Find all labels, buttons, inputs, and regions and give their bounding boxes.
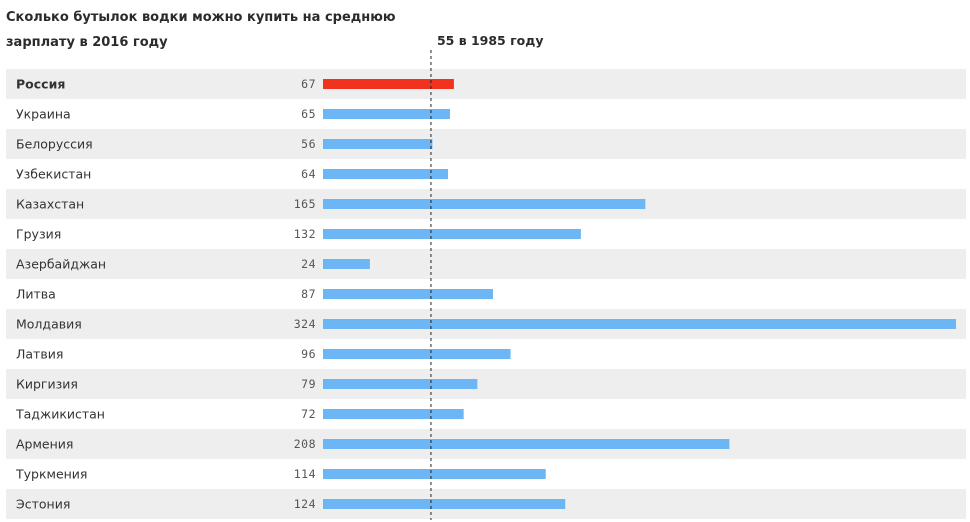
category-label: Литва [16,287,56,302]
category-label: Белоруссия [16,137,93,152]
category-label: Таджикистан [15,407,105,422]
bars [323,79,956,509]
value-label: 132 [294,227,316,241]
category-label: Узбекистан [16,167,91,182]
row-background [6,369,966,399]
chart-title: Сколько бутылок водки можно купить на ср… [6,10,396,50]
bar-молдавия [323,319,956,329]
value-label: 124 [294,497,316,511]
category-label: Латвия [16,347,63,362]
value-label: 72 [301,407,316,421]
bar-казахстан [323,199,646,209]
value-label: 56 [301,137,316,151]
value-label: 24 [301,257,316,271]
bar-грузия [323,229,581,239]
category-label: Россия [16,77,65,92]
value-label: 208 [294,437,316,451]
bar-россия [323,79,454,89]
value-label: 324 [294,317,316,331]
value-label: 87 [301,287,316,301]
bar-белоруссия [323,139,433,149]
category-label: Казахстан [16,197,84,212]
value-label: 67 [301,77,316,91]
category-label: Азербайджан [16,257,106,272]
value-label: 96 [301,347,316,361]
row-background [6,129,966,159]
bar-азербайджан [323,259,370,269]
bar-армения [323,439,730,449]
row-background [6,69,966,99]
bar-литва [323,289,493,299]
bar-украина [323,109,450,119]
category-label: Туркмения [15,467,87,482]
category-label: Украина [16,107,71,122]
row-background [6,249,966,279]
value-label: 79 [301,377,316,391]
value-label: 64 [301,167,316,181]
bar-киргизия [323,379,478,389]
value-label: 165 [294,197,316,211]
bar-эстония [323,499,566,509]
category-label: Грузия [16,227,61,242]
category-label: Киргизия [16,377,78,392]
category-label: Армения [16,437,73,452]
category-label: Молдавия [16,317,82,332]
bar-туркмения [323,469,546,479]
value-label: 65 [301,107,316,121]
category-label: Эстония [16,497,70,512]
value-label: 114 [294,467,316,481]
labels: Россия 67 Украина 65 Белоруссия 56 Узбекистан 6… [15,77,316,512]
bar-таджикистан [323,409,464,419]
bar-латвия [323,349,511,359]
bar-узбекистан [323,169,449,179]
reference-line-label: 55 в 1985 году [437,33,544,48]
